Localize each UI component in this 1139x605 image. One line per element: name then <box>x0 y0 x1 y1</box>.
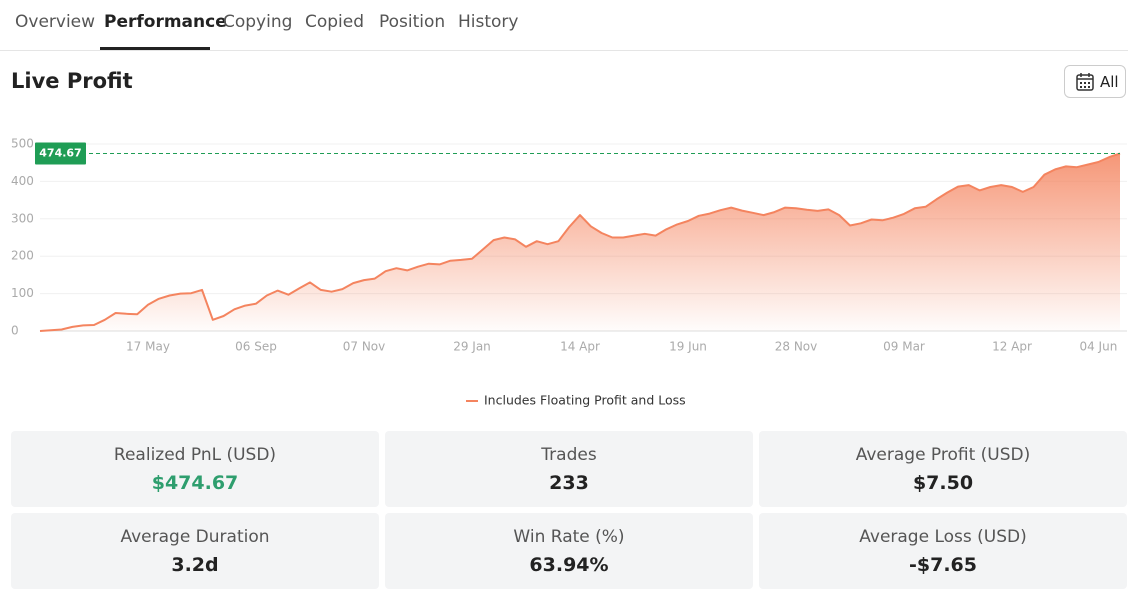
stat-card: Average Duration 3.2d <box>11 513 379 589</box>
stat-value: $474.67 <box>151 472 239 494</box>
stat-label: Trades <box>541 445 597 465</box>
x-tick-label: 28 Nov <box>775 340 818 354</box>
stat-label: Win Rate (%) <box>513 527 625 547</box>
x-tick-label: 04 Jun <box>1079 340 1117 354</box>
y-tick-label: 0 <box>11 324 19 338</box>
stat-label: Average Duration <box>120 527 270 547</box>
y-tick-label: 200 <box>11 249 34 263</box>
x-tick-label: 07 Nov <box>343 340 386 354</box>
tab[interactable]: Position <box>379 12 446 32</box>
stat-card: Realized PnL (USD) $474.67 <box>11 431 379 507</box>
stat-value: -$7.65 <box>909 554 977 576</box>
tab[interactable]: History <box>458 12 519 32</box>
tab[interactable]: Overview <box>15 12 96 32</box>
x-tick-label: 29 Jan <box>453 340 491 354</box>
legend-label: Includes Floating Profit and Loss <box>484 393 686 408</box>
stat-value: 63.94% <box>529 554 609 576</box>
x-tick-label: 06 Sep <box>235 340 277 354</box>
x-tick-label: 14 Apr <box>560 340 600 354</box>
stat-label: Realized PnL (USD) <box>113 445 277 465</box>
active-tab-indicator <box>100 47 210 50</box>
tab[interactable]: Performance <box>104 12 227 32</box>
x-tick-label: 17 May <box>126 340 170 354</box>
calendar-icon <box>1076 73 1094 91</box>
x-tick-label: 19 Jun <box>669 340 707 354</box>
last-value-tag <box>35 142 86 165</box>
y-tick-label: 300 <box>11 211 34 225</box>
range-button-label: All <box>1100 73 1119 91</box>
y-tick-label: 100 <box>11 286 34 300</box>
stat-card: Average Profit (USD) $7.50 <box>759 431 1127 507</box>
stat-label: Average Loss (USD) <box>859 527 1027 547</box>
stat-card: Win Rate (%) 63.94% <box>385 513 753 589</box>
section-title: Live Profit <box>11 69 133 93</box>
last-value-label: 474.67 <box>39 146 81 159</box>
x-tick-label: 09 Mar <box>883 340 925 354</box>
stat-value: 233 <box>549 472 589 494</box>
tab[interactable]: Copied <box>305 12 365 32</box>
chart: 0 100 200 300 400 500 17 May 06 Sep 07 Nov 29 Jan… <box>11 137 1127 408</box>
stat-label: Average Profit (USD) <box>855 445 1031 465</box>
x-tick-label: 12 Apr <box>992 340 1032 354</box>
y-tick-label: 400 <box>11 174 34 188</box>
y-tick-label: 500 <box>11 137 34 151</box>
stat-value: $7.50 <box>912 472 974 494</box>
tab[interactable]: Copying <box>223 12 293 32</box>
stat-card: Trades 233 <box>385 431 753 507</box>
line <box>39 152 1121 332</box>
range-button[interactable]: All <box>1064 65 1126 98</box>
stat-value: 3.2d <box>171 554 219 576</box>
tab-bar: Overview Performance Copying Copied Posi… <box>0 0 1128 51</box>
stat-card: Average Loss (USD) -$7.65 <box>759 513 1127 589</box>
area-fill <box>40 153 1120 331</box>
